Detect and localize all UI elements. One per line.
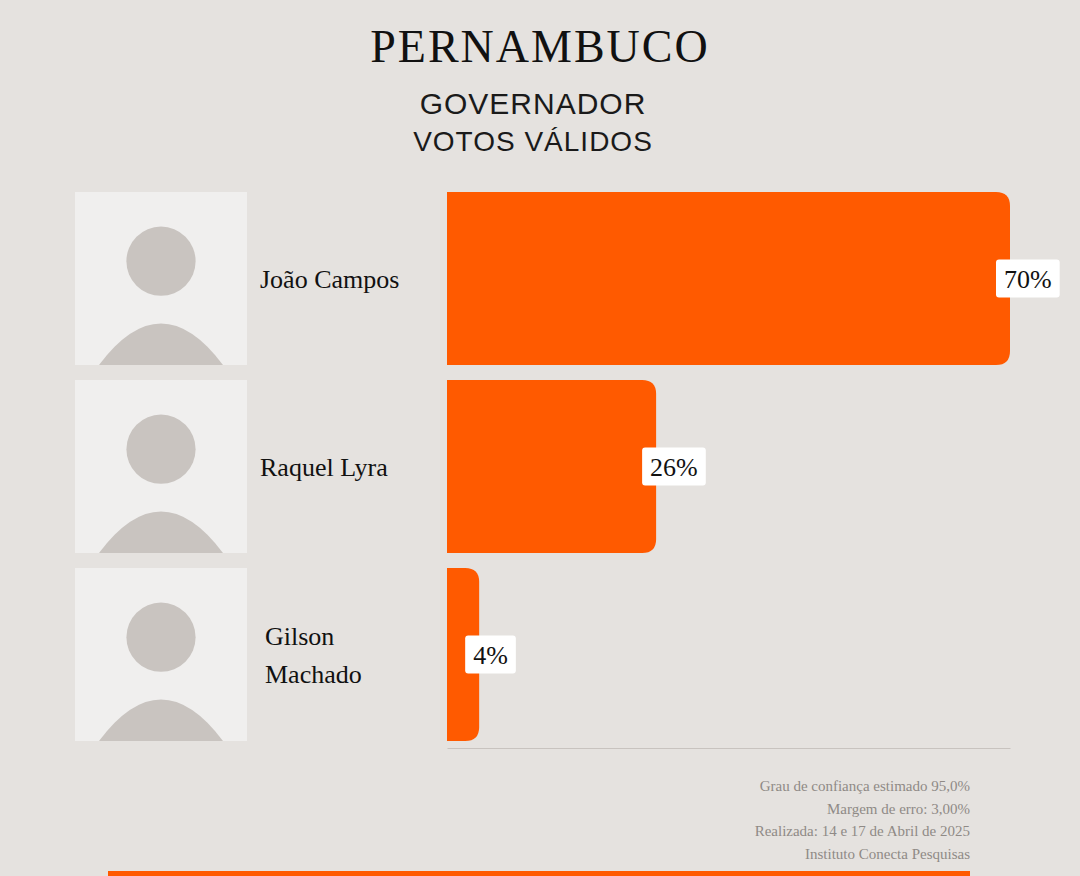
subtitle: GOVERNADOR: [420, 87, 647, 120]
footer-line: [108, 871, 970, 876]
footnote: Instituto Conecta Pesquisas: [805, 846, 970, 862]
footnotes: Grau de confiança estimado 95,0% Margem d…: [755, 778, 971, 862]
avatar-body: [99, 699, 223, 741]
avatar-photo: [75, 380, 247, 553]
bar: [447, 380, 656, 553]
avatar-frame: [75, 568, 247, 741]
data-label: 26%: [642, 448, 706, 486]
background: [0, 0, 1080, 876]
category-label: GilsonMachado: [265, 622, 362, 689]
avatar-body: [99, 323, 223, 365]
data-label-box: [465, 636, 516, 674]
avatars: [75, 192, 247, 741]
avatar-photo: [75, 192, 247, 365]
data-label-text: 70%: [1004, 265, 1052, 294]
footnote: Grau de confiança estimado 95,0%: [760, 778, 970, 794]
avatar-head: [126, 415, 195, 484]
data-label-box: [642, 448, 706, 486]
data-labels: 70% 26% 4%: [465, 260, 1060, 674]
bar: [447, 192, 1010, 365]
chart: PERNAMBUCO GOVERNADOR VOTOS VÁLIDOS João Ca…: [0, 0, 1080, 876]
data-label: 70%: [996, 260, 1060, 298]
data-label-text: 26%: [650, 453, 698, 482]
category-label: João Campos: [260, 265, 399, 294]
avatar-photo: [75, 568, 247, 741]
category-label: Raquel Lyra: [260, 453, 388, 482]
footnote: Realizada: 14 e 17 de Abril de 2025: [755, 823, 970, 839]
category-labels: João Campos Raquel Lyra GilsonMachado: [260, 265, 399, 689]
data-label-text: 4%: [473, 641, 508, 670]
avatar-body: [99, 511, 223, 553]
axis-line: [448, 748, 1011, 749]
avatar-frame: [75, 192, 247, 365]
avatar-frame: [75, 380, 247, 553]
x-axis: [448, 748, 1011, 749]
avatar-head: [126, 603, 195, 672]
avatar-head: [126, 227, 195, 296]
bars: [447, 192, 1010, 741]
subtitle: VOTOS VÁLIDOS: [413, 126, 653, 157]
footnote: Margem de erro: 3,00%: [827, 801, 970, 817]
data-label-box: [996, 260, 1060, 298]
data-label: 4%: [465, 636, 516, 674]
title: PERNAMBUCO: [370, 21, 710, 72]
